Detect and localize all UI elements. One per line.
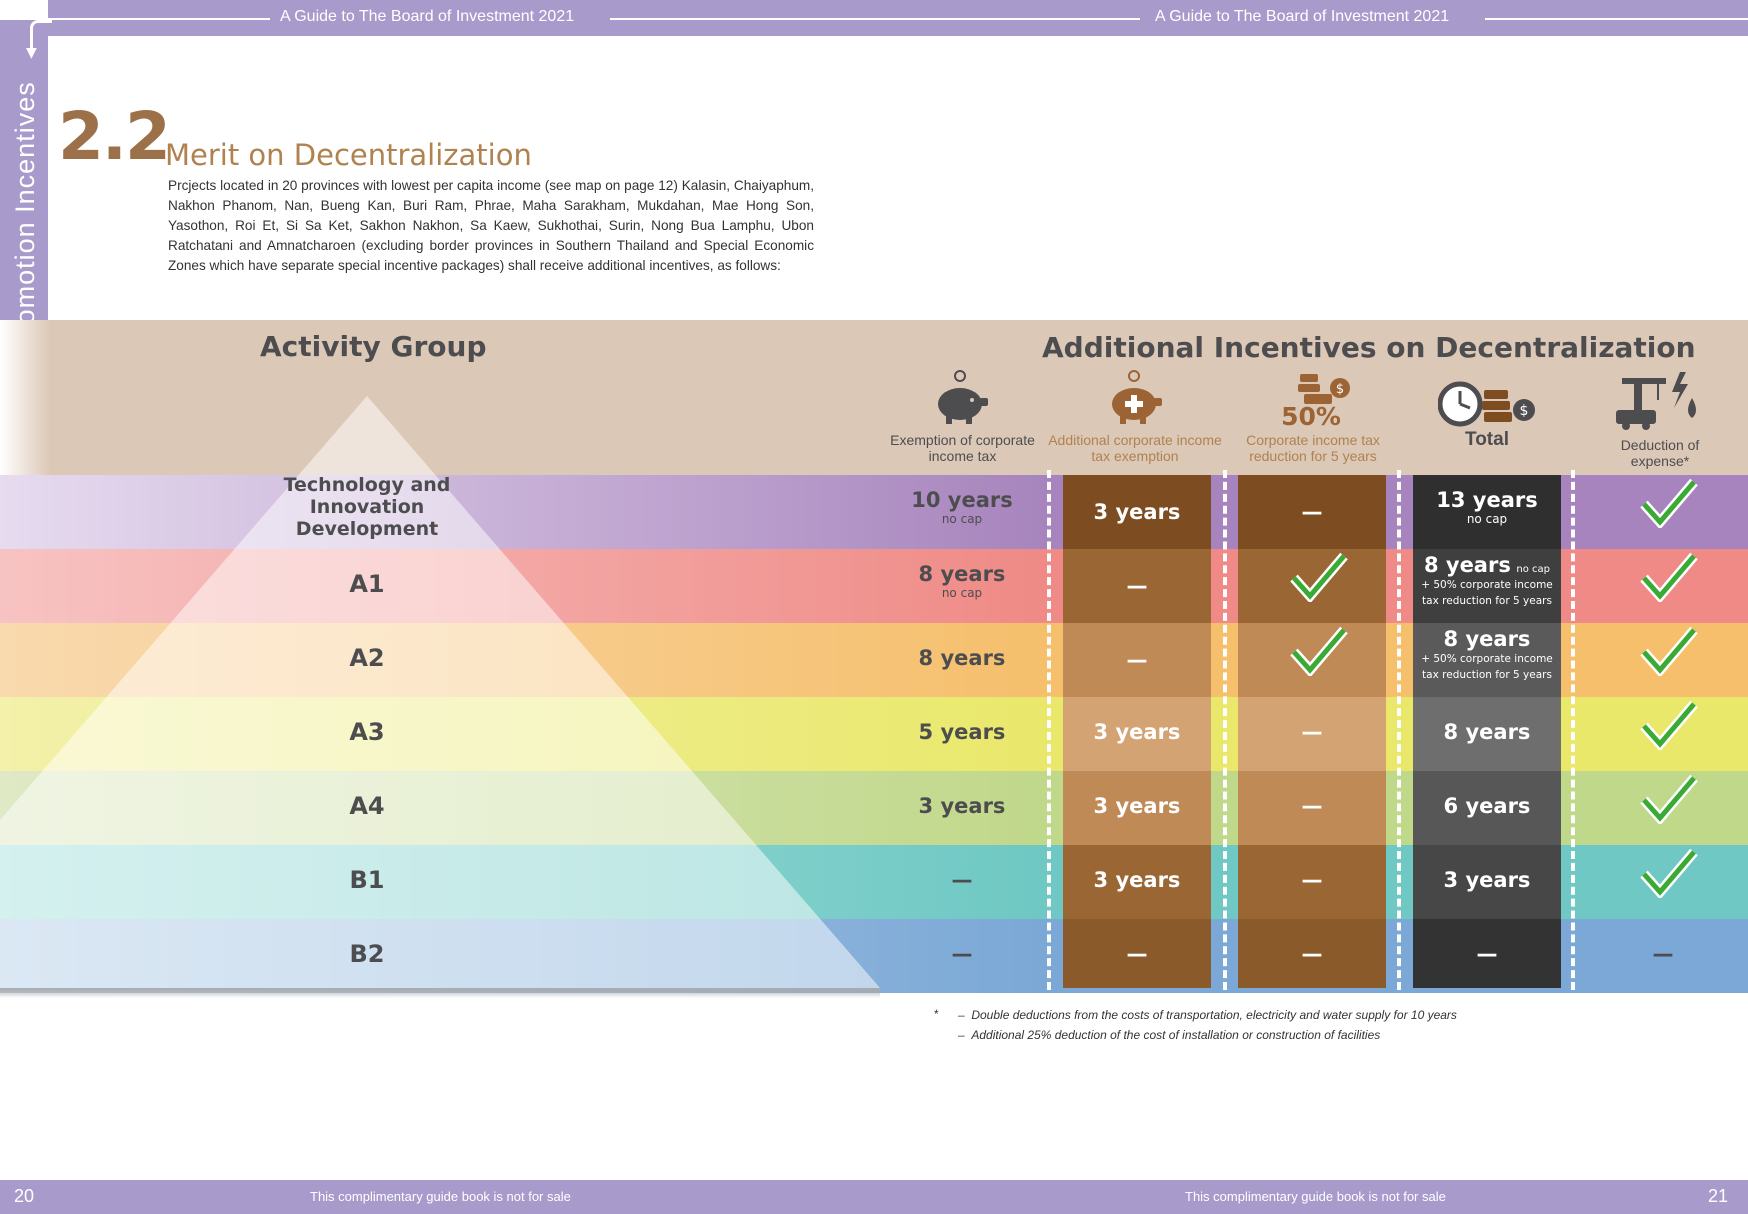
group-tech-label: Technology and Innovation Development	[283, 474, 451, 540]
note-line-1: – Double deductions from the costs of tr…	[958, 1008, 1457, 1022]
cell-reduction: —	[1301, 720, 1323, 744]
cell-exempt: 5 years	[918, 720, 1006, 744]
check-icon	[1640, 848, 1698, 898]
cell-exempt: 10 years no cap	[911, 488, 1013, 526]
cell-reduction: —	[1301, 500, 1323, 524]
group-a2-label: A2	[349, 644, 385, 672]
svg-text:$: $	[1520, 403, 1529, 419]
cell-reduction: —	[1301, 942, 1323, 966]
piggy-bank-icon	[938, 370, 988, 424]
separator	[1047, 470, 1051, 990]
group-a3-label: A3	[349, 718, 385, 746]
cell-additional: —	[1126, 942, 1148, 966]
svg-text:$: $	[1336, 382, 1344, 397]
cell-additional: 3 years	[1093, 720, 1181, 744]
check-icon	[1290, 626, 1348, 676]
header-title-right: A Guide to The Board of Investment 2021	[1145, 8, 1460, 26]
cell-total: 3 years	[1443, 868, 1531, 892]
check-icon	[1290, 552, 1348, 602]
pyramid-shadow	[0, 988, 880, 998]
cell-total: 13 years no cap	[1436, 488, 1538, 526]
cell-exempt: 8 years	[918, 646, 1006, 670]
cell-reduction: —	[1301, 868, 1323, 892]
check-icon	[1640, 552, 1698, 602]
fifty-percent-label: 50%	[1281, 402, 1341, 431]
separator	[1223, 470, 1227, 990]
cell-total: 8 years no cap + 50% corporate income tax …	[1421, 553, 1553, 607]
coins-icon: $	[1298, 374, 1350, 404]
clock-coins-icon: $	[1438, 381, 1535, 427]
crane-truck-icon	[1616, 372, 1696, 430]
cell-exempt: —	[951, 868, 973, 892]
col-total-label: Total	[1465, 429, 1509, 450]
cell-additional: —	[1126, 574, 1148, 598]
section-title: Merit on Decentralization	[165, 138, 532, 172]
cell-exempt: 8 years no cap	[918, 562, 1006, 600]
footer-bar	[0, 1180, 1748, 1214]
cell-total: 6 years	[1443, 794, 1531, 818]
header-rule	[1485, 18, 1748, 20]
col-reduction-bg	[1238, 475, 1386, 988]
footer-note-right: This complimentary guide book is not for…	[1185, 1189, 1446, 1204]
col-reduction-label: Corporate income tax reduction for 5 yea…	[1246, 432, 1380, 464]
cell-total: —	[1476, 942, 1498, 966]
cell-additional: —	[1126, 648, 1148, 672]
piggy-bank-plus-icon	[1112, 370, 1162, 424]
cell-reduction: —	[1301, 794, 1323, 818]
cell-additional: 3 years	[1093, 500, 1181, 524]
cell-exempt: 3 years	[918, 794, 1006, 818]
cell-total: 8 years	[1443, 720, 1531, 744]
check-icon	[1640, 626, 1698, 676]
cell-exempt: —	[951, 942, 973, 966]
col-total-bg	[1413, 475, 1561, 988]
col-exemption-label: Exemption of corporate income tax	[890, 432, 1035, 464]
page-number-left: 20	[14, 1186, 35, 1206]
check-icon	[1640, 774, 1698, 824]
note-star: *	[934, 1007, 939, 1021]
cell-deduction: —	[1652, 942, 1674, 966]
col-deduction-label: Deduction of expense*	[1620, 437, 1700, 469]
group-b1-label: B1	[349, 866, 385, 894]
col-additional-bg	[1063, 475, 1211, 988]
back-arrow-icon	[30, 20, 52, 50]
cell-additional: 3 years	[1093, 868, 1181, 892]
footer-note-left: This complimentary guide book is not for…	[310, 1189, 571, 1204]
cell-total: 8 years + 50% corporate income tax reducti…	[1421, 627, 1553, 681]
separator	[1571, 470, 1575, 990]
note-line-2: – Additional 25% deduction of the cost o…	[958, 1028, 1381, 1042]
incentives-header: Additional Incentives on Decentralizatio…	[1042, 331, 1696, 364]
section-number: 2.2	[58, 98, 171, 175]
activity-group-header: Activity Group	[260, 330, 487, 363]
group-b2-label: B2	[349, 940, 385, 968]
col-additional-label: Additional corporate income tax exemptio…	[1048, 432, 1222, 464]
header-title-left: A Guide to The Board of Investment 2021	[270, 8, 585, 26]
header-rule	[48, 18, 273, 20]
group-a4-label: A4	[349, 792, 385, 820]
header-rule	[610, 18, 1140, 20]
check-icon	[1640, 700, 1698, 750]
check-icon	[1640, 478, 1698, 528]
cell-additional: 3 years	[1093, 794, 1181, 818]
group-a1-label: A1	[349, 570, 385, 598]
separator	[1397, 470, 1401, 990]
arrow-head-icon: ▼	[26, 45, 37, 61]
intro-paragraph: Prcjects located in 20 provinces with lo…	[168, 178, 814, 273]
page-number-right: 21	[1708, 1186, 1729, 1206]
